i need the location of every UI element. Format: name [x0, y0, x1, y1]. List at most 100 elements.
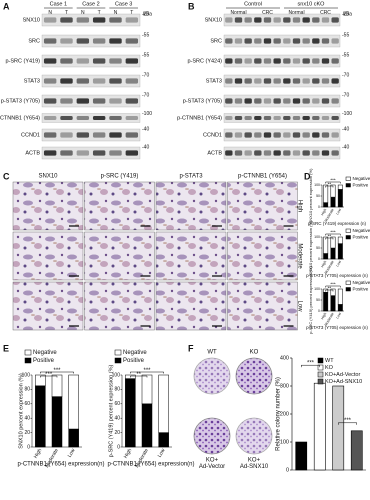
blot-band: [254, 78, 262, 84]
blot-band: [125, 17, 139, 23]
blot-band: [263, 150, 272, 156]
kda-marker: -100: [142, 111, 152, 117]
bar-segment: [330, 196, 336, 208]
blot-band: [312, 150, 320, 156]
sig-stars: **: [136, 372, 141, 378]
sig-stars: ***: [143, 368, 151, 374]
sig-bracket: [130, 371, 164, 374]
sig-stars: ***: [344, 418, 352, 424]
blot-strip: [41, 113, 141, 123]
blot-band: [312, 116, 320, 120]
blot-band: [331, 132, 339, 138]
blot-band: [321, 38, 330, 44]
blot-band: [125, 58, 139, 64]
column-header: p-STAT3: [179, 174, 203, 180]
bar-segment: [158, 374, 169, 433]
column-header: p-SRC (Y419): [101, 174, 139, 180]
y-tick-label: 0: [286, 467, 289, 473]
blot-band: [225, 150, 233, 156]
sig-stars: ***: [53, 368, 61, 374]
blot-strip: [223, 54, 341, 68]
blot-band: [234, 17, 243, 23]
y-tick-label: 50: [316, 194, 320, 198]
legend-swatch: [345, 183, 351, 188]
blot-band: [225, 132, 233, 138]
sig-bracket: [40, 375, 58, 378]
legend-label: Positive: [353, 286, 369, 291]
legend-swatch: [345, 176, 351, 181]
blot-band: [234, 58, 243, 64]
bar-segment: [337, 288, 343, 305]
well-label: KO+: [248, 458, 261, 464]
bar-segment: [35, 374, 46, 387]
bar-segment: [51, 396, 63, 448]
blot-band: [321, 17, 330, 23]
blot-band: [43, 38, 57, 44]
blot-band: [43, 17, 57, 23]
unit-label: kDa: [143, 11, 152, 17]
sig-bracket: [325, 289, 334, 292]
ihc-image: [155, 231, 227, 281]
blot-band: [263, 17, 272, 23]
row-label: p-SRC (Y419): [5, 58, 40, 64]
blot-band: [321, 78, 330, 84]
legend-label: Negative: [353, 176, 370, 181]
y-tick-label: 200: [280, 411, 289, 417]
group-header: Case 3: [115, 1, 132, 7]
y-tick-label: 20: [24, 430, 30, 436]
blot-band: [43, 150, 57, 156]
row-label: SRC: [210, 38, 222, 44]
y-tick-label: 100: [22, 372, 31, 378]
blot-band: [109, 78, 122, 84]
sig-bracket: [325, 185, 334, 188]
blot-band: [225, 58, 233, 64]
blot-band: [92, 78, 106, 84]
blot-band: [312, 78, 320, 84]
sig-bracket: [301, 364, 320, 368]
well-label: KO: [250, 350, 259, 356]
sig-stars: ***: [307, 360, 315, 366]
legend-label: Positive: [353, 182, 369, 187]
blot-band: [234, 98, 243, 104]
blot-band: [76, 58, 90, 64]
bar: [295, 441, 308, 471]
legend-swatch: [345, 287, 351, 292]
blot-band: [292, 116, 301, 120]
sig-bracket: [338, 422, 357, 425]
panel-label: B: [188, 1, 195, 11]
sig-stars: **: [328, 234, 332, 239]
blot-strip: [41, 54, 141, 68]
blot-band: [273, 98, 281, 104]
blot-band: [254, 17, 262, 23]
blot-band: [244, 58, 252, 64]
legend-label: Negative: [33, 350, 57, 356]
legend-swatch: [317, 378, 324, 385]
blot-band: [43, 132, 57, 138]
x-axis-label: p-STAT3 (Y705) expression (n): [306, 325, 368, 330]
blot-band: [312, 38, 320, 44]
y-tick-label: 400: [280, 355, 289, 361]
blot-band: [283, 78, 291, 84]
lane-label: N: [48, 10, 52, 16]
blot-band: [302, 132, 310, 138]
blot-band: [92, 150, 106, 156]
y-axis-label: p-SRC (Y419) percent expression (%): [108, 365, 114, 458]
blot-strip: [41, 128, 141, 142]
blot-band: [331, 58, 339, 64]
blot-band: [225, 78, 233, 84]
bar-segment: [323, 236, 329, 254]
panel-label: D: [304, 171, 311, 181]
blot-band: [283, 58, 291, 64]
blot-band: [60, 17, 73, 23]
ihc-image: [227, 281, 298, 331]
lane-label: CRC: [262, 10, 273, 16]
y-tick-label: 60: [24, 401, 30, 407]
x-tick-label: Moderate: [324, 260, 335, 275]
y-tick-label: 80: [24, 387, 30, 393]
blot-band: [321, 132, 330, 138]
blot-band: [331, 78, 339, 84]
lane-label: Normal: [288, 10, 304, 16]
x-axis-label: p-CTNNB1 (Y654) expression(n): [107, 462, 194, 468]
well-label: Ad-SNX10: [240, 464, 269, 470]
kda-marker: -40: [142, 144, 149, 150]
